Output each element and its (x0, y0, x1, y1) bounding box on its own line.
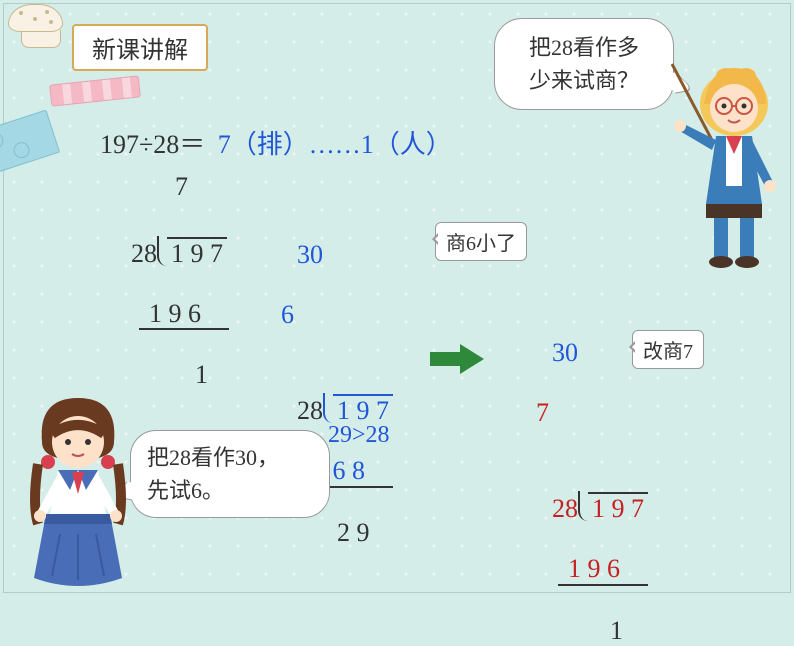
note-quotient-small: 商6小了 (435, 222, 527, 261)
ld3-dividend: 1 9 7 (592, 494, 644, 523)
ld1-dividend: 1 9 7 (171, 239, 223, 268)
note-adjust-text: 改商7 (643, 341, 693, 363)
ld2-quotient: 6 (281, 300, 294, 329)
equation-expression: 197÷28＝ (100, 130, 205, 159)
teacher-character (664, 54, 790, 274)
muffin-decoration (8, 4, 73, 54)
note-adjust-quotient: 改商7 (632, 330, 704, 369)
ld2-remainder: 2 9 (337, 518, 370, 547)
teacher-speech-text: 把28看作多 少来试商？ (529, 35, 639, 93)
ld3-quotient: 7 (536, 398, 549, 427)
student-speech-bubble: 把28看作30， 先试6。 (130, 430, 330, 518)
ld3-remainder: 1 (610, 616, 623, 645)
ld2-dividend: 1 9 7 (337, 396, 389, 425)
comparison-text: 29>28 (328, 422, 390, 449)
ld1-remainder: 1 (195, 360, 208, 389)
ld2-divisor: 28 (281, 396, 323, 426)
main-equation: 197÷28＝ 7（排）……1（人） (100, 124, 452, 161)
ld2-topnum: 30 (281, 240, 323, 270)
lesson-title-banner: 新课讲解 (72, 24, 208, 71)
ld1-quotient: 7 (175, 172, 188, 201)
teacher-speech-bubble: 把28看作多 少来试商？ (494, 18, 674, 110)
student-character (12, 394, 142, 594)
green-arrow-icon (430, 344, 484, 379)
long-division-1: 7 28 1 9 7 1 9 6 1 (105, 172, 229, 390)
equation-answer: 7（排）……1（人） (218, 130, 452, 159)
ld3-product: 1 9 6 (568, 554, 620, 583)
lesson-title: 新课讲解 (92, 38, 188, 64)
ld1-divisor: 28 (131, 239, 157, 268)
note-quotient-small-text: 商6小了 (446, 233, 516, 255)
ld3-divisor: 28 (536, 494, 578, 524)
student-speech-text: 把28看作30， 先试6。 (147, 445, 279, 503)
ld3-topnum: 30 (536, 338, 578, 368)
ld1-product: 1 9 6 (149, 299, 201, 328)
long-division-3: 30 7 28 1 9 7 1 9 6 1 (510, 308, 648, 646)
